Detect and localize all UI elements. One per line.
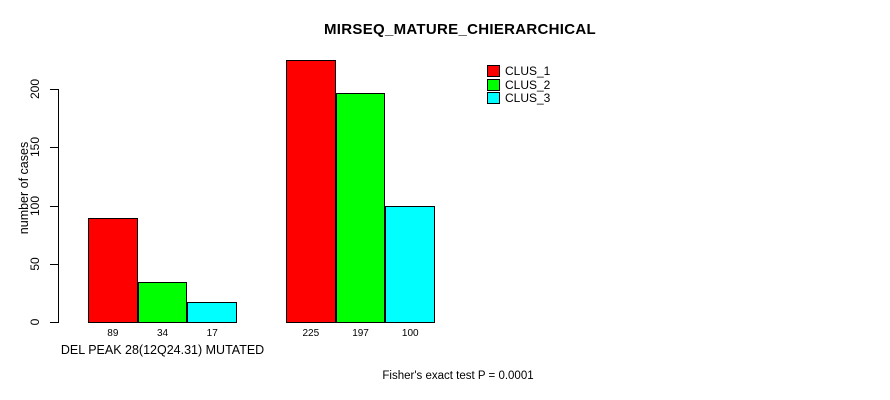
- y-axis-tick: [50, 322, 58, 323]
- bar-value-label: 34: [156, 328, 169, 339]
- bar-clus_1: [88, 218, 138, 323]
- bar-value-label: 197: [352, 328, 369, 339]
- bar-clus_1: [286, 60, 336, 323]
- legend-swatch-clus_1: [487, 65, 500, 77]
- bar-clus_2: [137, 282, 188, 323]
- x-axis-group-label: DEL PEAK 28(12Q24.31) MUTATED: [60, 343, 265, 357]
- bar-value-label: 225: [302, 328, 320, 339]
- bar-clus_3: [187, 302, 238, 323]
- bar-value-label: 100: [401, 328, 419, 339]
- legend-swatch-clus_3: [487, 92, 500, 105]
- chart-title: MIRSEQ_MATURE_CHIERARCHICAL: [324, 21, 596, 38]
- legend-label: CLUS_2: [505, 77, 551, 92]
- y-axis-tick: [50, 263, 58, 265]
- y-axis-tick: [50, 89, 58, 91]
- y-axis-tick-label: 0: [28, 318, 42, 326]
- y-axis-tick: [50, 147, 58, 149]
- bar-value-label: 17: [206, 328, 218, 339]
- y-axis-tick-label: 200: [28, 79, 42, 100]
- y-axis-tick-label: 50: [28, 257, 42, 271]
- y-axis-tick-label: 100: [28, 195, 42, 216]
- bar-value-label: 89: [107, 328, 119, 339]
- y-axis-tick-label: 150: [28, 137, 42, 158]
- bar-clus_3: [385, 205, 436, 323]
- legend-swatch-clus_2: [487, 78, 500, 91]
- y-axis-tick: [50, 205, 58, 207]
- bar-clus_2: [335, 92, 386, 323]
- y-axis-line: [58, 89, 59, 323]
- legend-label: CLUS_3: [505, 91, 551, 106]
- stat-annotation: Fisher's exact test P = 0.0001: [382, 370, 534, 382]
- legend-label: CLUS_1: [505, 64, 551, 78]
